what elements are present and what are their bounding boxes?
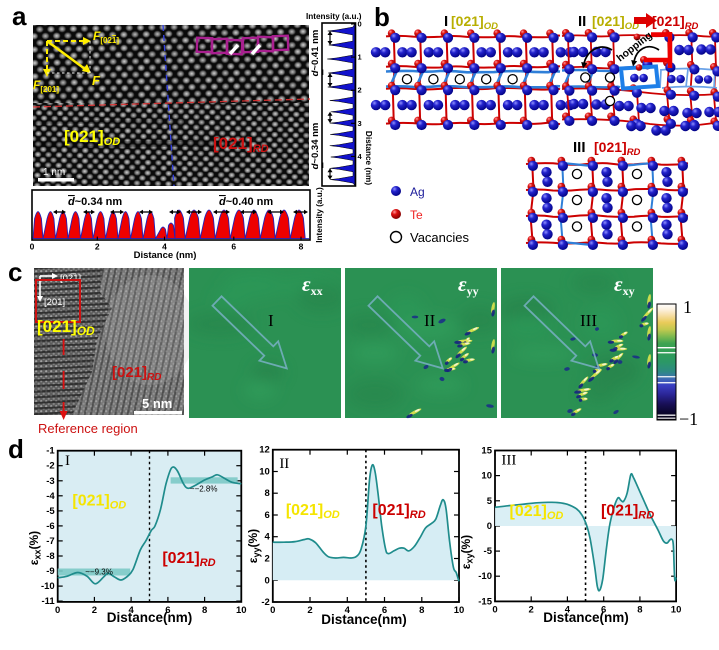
svg-text:Ag: Ag — [410, 185, 425, 199]
svg-text:-11: -11 — [41, 596, 55, 607]
svg-text:Reference region: Reference region — [38, 421, 138, 436]
svg-text:-2: -2 — [46, 461, 54, 472]
svg-text:Distance (nm): Distance (nm) — [134, 250, 197, 261]
svg-text:5: 5 — [487, 496, 493, 507]
svg-text:III: III — [573, 139, 586, 156]
svg-text:b: b — [374, 2, 390, 32]
svg-text:[201]: [201] — [44, 297, 65, 308]
svg-text:d~0.40 nm: d~0.40 nm — [219, 196, 273, 208]
svg-text:10: 10 — [259, 467, 270, 478]
svg-text:0: 0 — [492, 604, 497, 615]
svg-text:II: II — [279, 456, 289, 472]
svg-text:0: 0 — [30, 242, 35, 252]
svg-text:Distance(nm): Distance(nm) — [543, 610, 629, 625]
svg-text:-5: -5 — [484, 546, 493, 557]
svg-text:[02̅1]: [02̅1] — [60, 273, 81, 284]
svg-text:-7: -7 — [46, 536, 54, 547]
svg-text:-4: -4 — [46, 491, 55, 502]
svg-text:εxy(%): εxy(%) — [459, 535, 475, 569]
svg-text:-2: -2 — [261, 597, 269, 608]
svg-text:Distance (nm): Distance (nm) — [364, 131, 373, 185]
svg-text:III: III — [580, 311, 597, 330]
svg-text:-6: -6 — [46, 521, 54, 532]
svg-text:a: a — [12, 1, 27, 31]
svg-text:2: 2 — [307, 605, 312, 616]
svg-text:8: 8 — [299, 242, 304, 252]
svg-text:10: 10 — [671, 604, 682, 615]
svg-text:Distance(nm): Distance(nm) — [107, 610, 193, 625]
svg-text:I: I — [444, 13, 448, 30]
svg-text:~−2.8%: ~−2.8% — [190, 485, 218, 494]
svg-text:8: 8 — [265, 488, 270, 499]
svg-text:-1: -1 — [46, 446, 55, 457]
svg-text:Intensity (a.u.): Intensity (a.u.) — [315, 187, 324, 243]
svg-text:2: 2 — [358, 86, 362, 95]
svg-text:-8: -8 — [46, 551, 54, 562]
svg-text:4: 4 — [162, 242, 167, 252]
svg-text:d~0.41 nm: d~0.41 nm — [310, 30, 321, 77]
svg-text:2: 2 — [265, 554, 270, 565]
svg-text:Distance(nm): Distance(nm) — [321, 612, 407, 627]
svg-text:4: 4 — [358, 152, 363, 161]
svg-text:3: 3 — [358, 119, 362, 128]
svg-text:8: 8 — [637, 604, 642, 615]
svg-text:2: 2 — [92, 605, 97, 616]
svg-text:Vacancies: Vacancies — [410, 230, 470, 245]
svg-text:10: 10 — [236, 605, 247, 616]
svg-text:-3: -3 — [46, 476, 54, 487]
svg-text:F: F — [92, 73, 101, 88]
svg-text:2: 2 — [95, 242, 100, 252]
svg-text:4: 4 — [565, 604, 571, 615]
svg-text:−1: −1 — [679, 409, 698, 429]
svg-text:5 nm: 5 nm — [142, 396, 172, 411]
svg-text:6: 6 — [265, 510, 270, 521]
svg-text:0: 0 — [265, 575, 270, 586]
svg-text:d~0.34 nm: d~0.34 nm — [68, 196, 122, 208]
svg-text:-15: -15 — [478, 596, 492, 607]
svg-text:4: 4 — [128, 605, 134, 616]
svg-text:-10: -10 — [41, 581, 55, 592]
svg-text:1 nm: 1 nm — [43, 167, 65, 178]
svg-text:-10: -10 — [478, 571, 492, 582]
svg-text:6: 6 — [601, 604, 606, 615]
svg-text:1: 1 — [358, 53, 362, 62]
svg-text:1: 1 — [683, 297, 692, 317]
svg-text:d~0.34 nm: d~0.34 nm — [310, 123, 321, 170]
svg-text:-5: -5 — [46, 506, 55, 517]
svg-text:εyy(%): εyy(%) — [246, 529, 262, 563]
svg-text:0: 0 — [487, 521, 492, 532]
svg-text:10: 10 — [454, 605, 465, 616]
svg-text:6: 6 — [231, 242, 236, 252]
svg-text:II: II — [578, 13, 586, 30]
svg-text:c: c — [8, 257, 22, 287]
svg-text:10: 10 — [481, 471, 492, 482]
svg-text:2: 2 — [529, 604, 534, 615]
svg-text:15: 15 — [481, 446, 492, 457]
svg-text:εxx(%): εxx(%) — [27, 531, 43, 565]
svg-text:6: 6 — [382, 605, 387, 616]
svg-text:I: I — [65, 453, 70, 469]
svg-text:I: I — [268, 311, 274, 330]
svg-text:Te: Te — [410, 208, 423, 222]
svg-text:Intensity (a.u.): Intensity (a.u.) — [306, 12, 362, 21]
svg-text:0: 0 — [358, 20, 362, 29]
svg-text:4: 4 — [345, 605, 351, 616]
svg-text:~−9.3%: ~−9.3% — [85, 568, 113, 577]
svg-text:0: 0 — [270, 605, 275, 616]
svg-text:d: d — [8, 434, 24, 464]
svg-text:8: 8 — [419, 605, 424, 616]
svg-text:II: II — [424, 311, 436, 330]
svg-text:12: 12 — [259, 445, 270, 456]
svg-text:6: 6 — [165, 605, 170, 616]
svg-text:III: III — [501, 453, 516, 469]
svg-text:4: 4 — [265, 532, 271, 543]
svg-text:8: 8 — [202, 605, 207, 616]
svg-text:-9: -9 — [46, 566, 54, 577]
svg-text:0: 0 — [55, 605, 60, 616]
